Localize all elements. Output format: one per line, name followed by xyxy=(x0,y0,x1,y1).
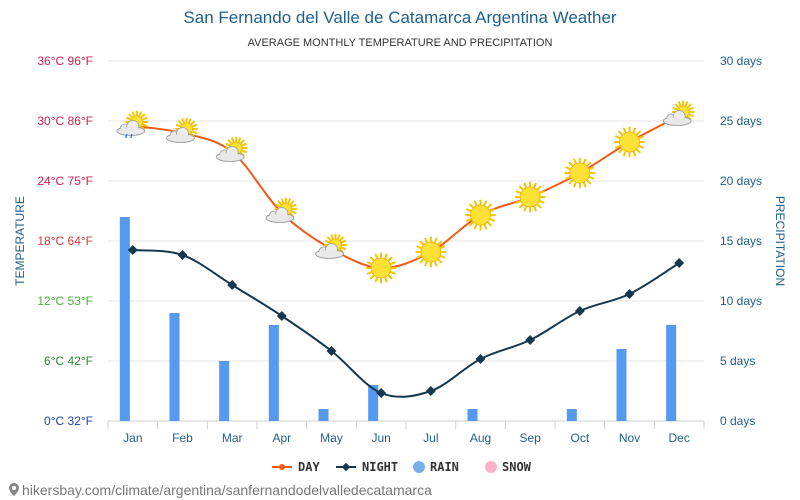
weather-icons xyxy=(116,100,695,284)
left-tick-label-3: 18°C 64°F xyxy=(37,234,93,248)
sun-icon-sep xyxy=(514,181,546,213)
cloud-sun-icon-dec xyxy=(662,100,695,126)
rain-bar-jan xyxy=(119,217,130,421)
x-tick-label-dec: Dec xyxy=(668,431,689,445)
cloud-sun-icon-may xyxy=(315,233,347,259)
rain-bar-oct xyxy=(566,409,577,421)
legend-item-day: DAY xyxy=(272,460,320,474)
legend-item-rain: RAIN xyxy=(413,460,459,474)
night-point-apr xyxy=(276,311,287,321)
sun-icon-jun xyxy=(365,252,397,284)
night-point-oct xyxy=(574,306,585,316)
rain-bar-dec xyxy=(666,325,677,421)
sun-icon-nov xyxy=(614,126,645,158)
night-point-sep xyxy=(525,335,536,345)
temperature-lines xyxy=(127,115,685,398)
night-point-dec xyxy=(674,258,685,268)
legend-label-night: NIGHT xyxy=(362,460,398,474)
left-tick-label-2: 12°C 53°F xyxy=(37,294,93,308)
left-tick-label-1: 6°C 42°F xyxy=(44,354,93,368)
x-tick-label-jan: Jan xyxy=(123,431,142,445)
legend-label-rain: RAIN xyxy=(430,460,459,474)
cloud-sun-icon-apr xyxy=(265,197,298,223)
night-point-may xyxy=(326,346,337,356)
rain-bars xyxy=(119,217,677,421)
night-temperature-line xyxy=(132,249,680,398)
rain-bar-feb xyxy=(169,313,180,421)
x-tick-label-may: May xyxy=(320,431,343,445)
y-axis-left-label: TEMPERATURE xyxy=(13,196,27,286)
axes: 0°C 32°F 6°C 42°F 12°C 53°F 18°C 64°F 24°C 7… xyxy=(37,54,762,445)
night-point-jun xyxy=(376,388,387,398)
legend-label-day: DAY xyxy=(298,460,320,474)
cloud-sun-icon-mar xyxy=(215,136,248,162)
rain-bar-jun xyxy=(368,385,379,421)
right-tick-label-5: 25 days xyxy=(720,114,762,128)
x-tick-label-jun: Jun xyxy=(371,431,390,445)
night-point-jul xyxy=(425,386,436,396)
legend-item-snow: SNOW xyxy=(485,460,532,474)
rain-bar-may xyxy=(318,409,329,421)
rain-bar-nov xyxy=(616,349,627,421)
sun-icon-oct xyxy=(564,157,596,189)
legend-item-night: NIGHT xyxy=(336,460,398,474)
rain-bar-aug xyxy=(467,409,478,421)
night-point-jan xyxy=(127,245,138,255)
right-tick-label-3: 15 days xyxy=(720,234,762,248)
night-point-mar xyxy=(227,280,238,290)
right-tick-label-4: 20 days xyxy=(720,174,762,188)
left-tick-label-5: 30°C 86°F xyxy=(37,114,93,128)
rain-bar-apr xyxy=(268,325,279,421)
right-tick-label-1: 5 days xyxy=(720,354,755,368)
x-tick-label-sep: Sep xyxy=(519,431,541,445)
source-link[interactable]: hikersbay.com/climate/argentina/sanferna… xyxy=(9,482,432,498)
legend: DAY NIGHT RAIN SNOW xyxy=(272,460,532,474)
x-tick-label-jul: Jul xyxy=(423,431,438,445)
night-point-feb xyxy=(177,250,188,260)
right-tick-label-6: 30 days xyxy=(720,54,762,68)
chart-title: San Fernando del Valle de Catamarca Arge… xyxy=(183,8,616,27)
left-tick-label-4: 24°C 75°F xyxy=(37,174,93,188)
x-tick-label-feb: Feb xyxy=(172,431,193,445)
x-tick-label-aug: Aug xyxy=(470,431,491,445)
y-axis-right-label: PRECIPITATION xyxy=(773,196,787,286)
cloud-sun-icon-feb xyxy=(166,117,198,143)
sun-icon-jul xyxy=(415,236,447,268)
x-tick-label-nov: Nov xyxy=(619,431,640,445)
sun-icon-aug xyxy=(465,199,496,231)
rain-bar-mar xyxy=(219,361,230,421)
x-tick-label-mar: Mar xyxy=(222,431,243,445)
legend-label-snow: SNOW xyxy=(502,460,532,474)
x-tick-label-oct: Oct xyxy=(570,431,589,445)
night-point-nov xyxy=(624,289,635,299)
grid-lines xyxy=(107,60,705,429)
chart-subtitle: AVERAGE MONTHLY TEMPERATURE AND PRECIPIT… xyxy=(248,37,553,49)
night-point-aug xyxy=(475,354,486,364)
day-temperature-line xyxy=(132,115,680,270)
left-tick-label-0: 0°C 32°F xyxy=(44,414,93,428)
x-tick-label-apr: Apr xyxy=(272,431,291,445)
right-tick-label-0: 0 days xyxy=(720,414,755,428)
source-url[interactable]: hikersbay.com/climate/argentina/sanferna… xyxy=(22,482,432,498)
right-tick-label-2: 10 days xyxy=(720,294,762,308)
cloud-sun-rain-icon-jan xyxy=(116,110,149,139)
location-pin-icon xyxy=(9,483,19,496)
left-tick-label-6: 36°C 96°F xyxy=(37,54,93,68)
